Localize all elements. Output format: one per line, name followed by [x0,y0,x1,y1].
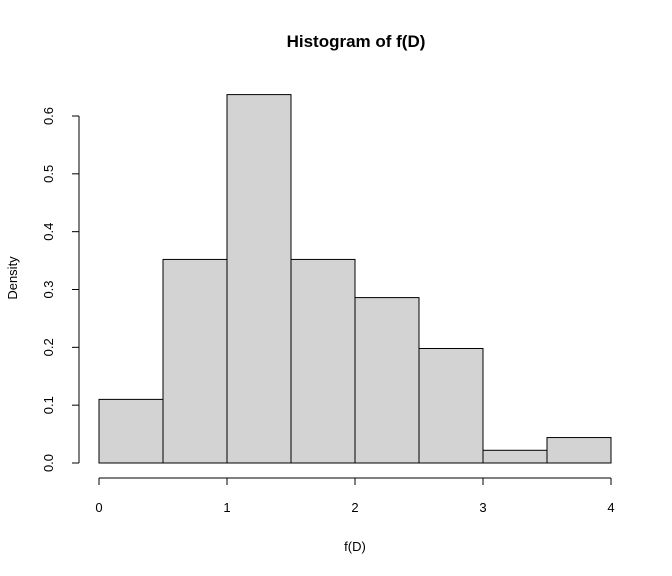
y-tick-label-6: 0.6 [41,107,56,125]
bars-group [98,94,612,464]
histogram-bar-4 [354,297,420,464]
x-tick-label-2: 2 [351,500,358,515]
y-tick-label-4: 0.4 [41,223,56,241]
y-axis: 0.0 0.1 0.2 0.3 0.4 0.5 0.6 [41,107,80,472]
x-tick-label-0: 0 [95,500,102,515]
y-tick-label-2: 0.2 [41,338,56,356]
histogram-bar-0 [98,398,164,464]
x-tick-label-1: 1 [223,500,230,515]
y-tick-label-5: 0.5 [41,165,56,183]
histogram-bar-1 [162,258,228,464]
x-tick-label-3: 3 [479,500,486,515]
histogram-bar-2 [226,94,292,464]
y-axis-label: Density [5,256,20,300]
histogram-bar-3 [290,258,356,464]
histogram-bar-5 [418,347,484,464]
histogram-bar-7 [546,437,612,464]
histogram-bar-6 [482,449,548,464]
x-tick-label-4: 4 [607,500,614,515]
x-axis: 0 1 2 3 4 [95,477,615,515]
y-tick-label-3: 0.3 [41,280,56,298]
y-tick-label-0: 0.0 [41,454,56,472]
x-axis-label: f(D) [344,539,366,554]
chart-title: Histogram of f(D) [287,32,426,51]
y-tick-label-1: 0.1 [41,396,56,414]
